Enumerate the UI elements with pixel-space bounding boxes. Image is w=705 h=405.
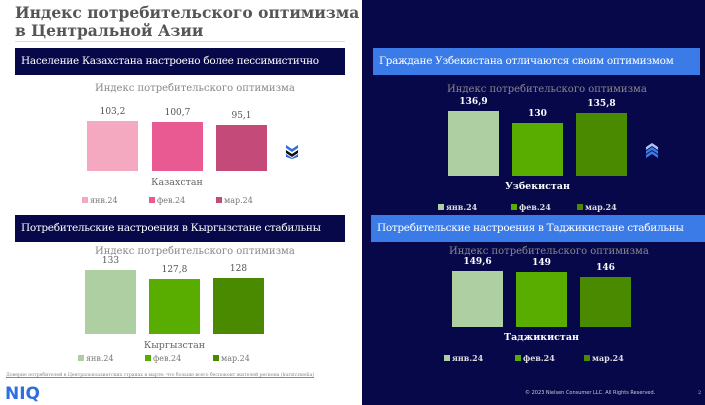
legend-item: янв.24 (78, 354, 114, 363)
legend-swatch (213, 355, 219, 361)
legend-swatch (78, 355, 84, 361)
legend-swatch (577, 204, 583, 210)
legend-swatch (145, 355, 151, 361)
legend-label: янв.24 (452, 353, 484, 363)
legend-item: мар.24 (213, 354, 250, 363)
category-label: Кыргызстан (143, 340, 206, 351)
chart-subtitle: Индекс потребительского оптимизма (449, 246, 649, 257)
data-label: 133 (101, 256, 120, 266)
legend-swatch (149, 197, 155, 203)
legend-swatch (584, 355, 590, 361)
legend-swatch (511, 204, 517, 210)
double-chevron-down-icon (286, 145, 298, 159)
bar (87, 121, 138, 171)
panel-header: Граждане Узбекистана отличаются своим оп… (373, 48, 700, 75)
data-label: 103,2 (99, 107, 126, 117)
data-label: 136,9 (459, 97, 488, 107)
bar (580, 277, 631, 327)
legend-item: мар.24 (216, 196, 253, 205)
legend-label: фев.24 (523, 353, 555, 363)
legend-item: янв.24 (438, 202, 477, 212)
panel-header: Потребительские настроения в Таджикистан… (371, 215, 705, 242)
panel-header: Потребительские настроения в Кыргызстане… (15, 215, 345, 242)
data-label: 135,8 (587, 99, 616, 109)
legend-label: фев.24 (157, 196, 186, 205)
legend-item: янв.24 (82, 196, 118, 205)
panel-header: Население Казахстана настроено более пес… (15, 48, 345, 75)
legend-label: фев.24 (153, 354, 182, 363)
niq-logo: NIQ (5, 384, 41, 404)
legend-item: фев.24 (149, 196, 185, 205)
bar (152, 122, 203, 171)
bar (576, 113, 627, 176)
divider (15, 41, 345, 42)
category-label: Узбекистан (505, 181, 570, 192)
legend-item: фев.24 (511, 202, 551, 212)
bar (85, 270, 136, 334)
chart-subtitle: Индекс потребительского оптимизма (447, 84, 647, 95)
legend-swatch (444, 355, 450, 361)
legend-item: фев.24 (515, 353, 555, 363)
legend-label: фев.24 (519, 202, 551, 212)
legend-item: мар.24 (577, 202, 617, 212)
chart-subtitle: Индекс потребительского оптимизма (95, 246, 295, 257)
bar (448, 111, 499, 176)
legend-item: янв.24 (444, 353, 483, 363)
legend-label: мар.24 (221, 354, 250, 363)
double-chevron-up-icon (646, 143, 658, 158)
legend-label: янв.24 (86, 354, 114, 363)
chart-subtitle: Индекс потребительского оптимизма (95, 83, 295, 94)
data-label: 100,7 (164, 108, 191, 118)
bar (149, 279, 200, 334)
legend-swatch (515, 355, 521, 361)
legend-item: фев.24 (145, 354, 181, 363)
data-label: 146 (596, 263, 615, 273)
data-label: 149 (532, 258, 551, 268)
bar (512, 123, 563, 176)
page-title: Индекс потребительского оптимизма в Цент… (15, 3, 360, 40)
category-label: Таджикистан (504, 332, 579, 343)
data-label: 128 (229, 264, 248, 274)
data-label: 127,8 (161, 265, 188, 275)
legend-swatch (216, 197, 222, 203)
copyright: © 2023 Nielsen Consumer LLC. All Rights … (525, 390, 656, 396)
legend-label: мар.24 (592, 353, 624, 363)
bar (452, 271, 503, 327)
source-link[interactable]: Доверие потребителей в Центральноазиатск… (6, 373, 314, 378)
bar (516, 272, 567, 327)
data-label: 149,6 (463, 257, 492, 267)
legend-label: мар.24 (224, 196, 253, 205)
legend-label: янв.24 (446, 202, 478, 212)
bar (216, 125, 267, 171)
bar (213, 278, 264, 334)
legend-label: мар.24 (585, 202, 617, 212)
legend-swatch (82, 197, 88, 203)
data-label: 95,1 (231, 111, 252, 121)
data-label: 130 (528, 109, 547, 119)
category-label: Казахстан (151, 177, 203, 188)
legend-swatch (438, 204, 444, 210)
legend-label: янв.24 (90, 196, 118, 205)
legend-item: мар.24 (584, 353, 624, 363)
page-number: 2 (698, 390, 702, 396)
